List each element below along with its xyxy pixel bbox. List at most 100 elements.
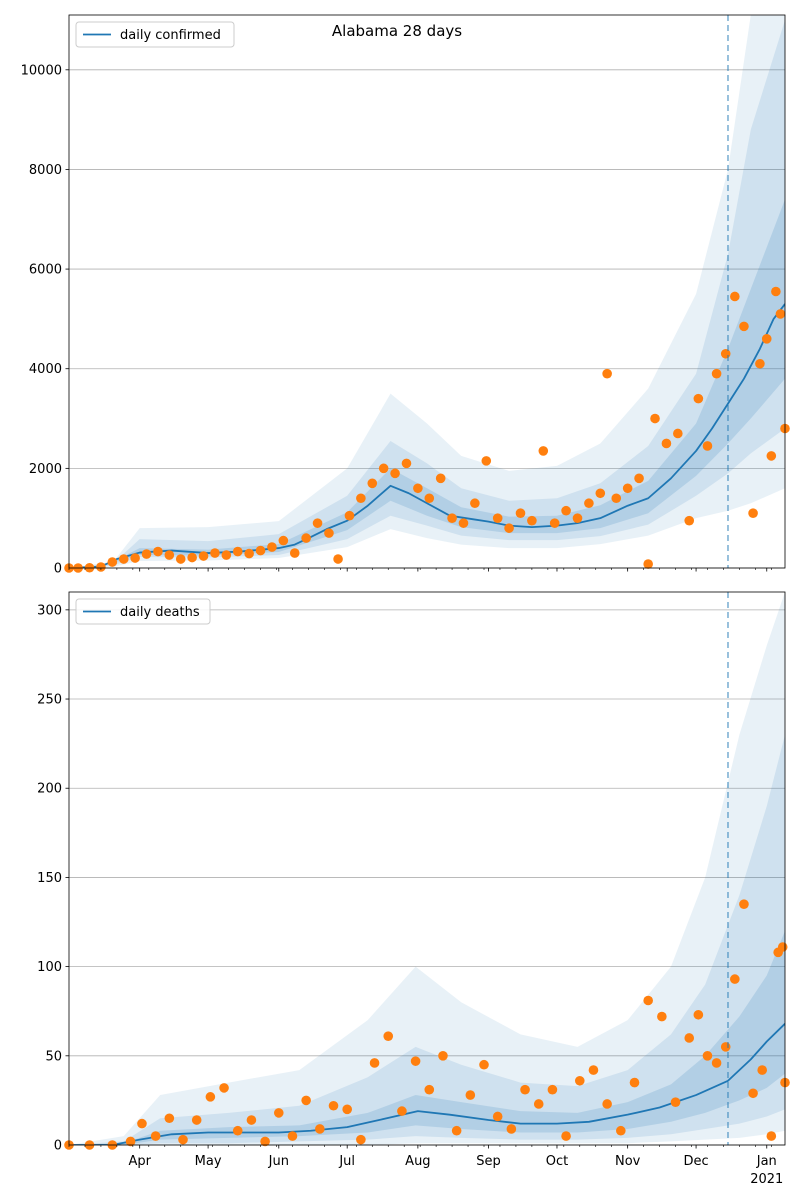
observed-point [574, 1075, 585, 1086]
observed-point [481, 456, 492, 466]
observed-point [153, 546, 163, 557]
observed-point [164, 1113, 175, 1124]
observed-point [629, 1077, 640, 1088]
observed-point [547, 1084, 558, 1095]
observed-point [390, 468, 400, 479]
observed-point [458, 518, 469, 528]
observed-point [221, 550, 232, 560]
observed-point [378, 463, 389, 474]
observed-point [506, 1124, 517, 1134]
observed-point [424, 493, 435, 504]
axes-frame [68, 591, 786, 1146]
observed-point [125, 1136, 136, 1147]
x-tick-label: Dec [683, 1154, 708, 1169]
observed-point [588, 1065, 599, 1075]
observed-point [312, 518, 323, 528]
observed-point [616, 1125, 626, 1136]
median-line [69, 1023, 785, 1145]
observed-point [492, 1111, 503, 1122]
observed-point [164, 550, 175, 560]
y-tick-label: 50 [45, 1049, 62, 1064]
observed-point [470, 498, 480, 509]
observed-point [246, 1115, 257, 1125]
observed-point [755, 358, 765, 369]
observed-point [424, 1084, 435, 1095]
y-tick-label: 150 [37, 871, 62, 886]
observed-point [684, 515, 695, 526]
x-tick-label: Jun [268, 1154, 289, 1169]
observed-point [775, 309, 786, 319]
observed-point [702, 1051, 713, 1061]
observed-point [383, 1031, 394, 1041]
observed-point [739, 321, 749, 332]
observed-point [410, 1056, 421, 1066]
observed-point [356, 1134, 366, 1145]
x-tick-label: Jul [338, 1154, 355, 1169]
observed-point [356, 493, 366, 504]
observed-point [584, 498, 594, 509]
observed-point [328, 1100, 339, 1111]
observed-point [205, 1092, 216, 1102]
observed-point [730, 974, 740, 984]
observed-point [693, 393, 704, 404]
uncertainty-band-outer [69, 15, 785, 568]
observed-point [324, 528, 334, 538]
observed-point [602, 1099, 612, 1109]
uncertainty-band-inner [69, 930, 785, 1145]
legend-label: daily confirmed [120, 28, 221, 43]
x-tick-label: Aug [405, 1154, 430, 1169]
y-tick-label: 200 [37, 782, 62, 797]
x-tick-sublabel: 2021 [750, 1172, 783, 1187]
y-tick-label: 100 [37, 960, 62, 975]
observed-point [538, 446, 549, 456]
x-tick-label: Nov [615, 1154, 641, 1169]
observed-point [549, 518, 560, 528]
observed-point [315, 1124, 325, 1134]
observed-point [670, 1097, 681, 1107]
plot-area [69, 592, 785, 1145]
chart-title: Alabama 28 days [332, 22, 462, 40]
observed-point [175, 554, 186, 564]
observed-point [711, 1058, 722, 1068]
observed-point [401, 458, 412, 469]
legend-label: daily deaths [120, 605, 200, 620]
observed-point [369, 1058, 380, 1068]
observed-point [397, 1106, 407, 1116]
observed-point [278, 535, 289, 546]
observed-point [191, 1115, 202, 1125]
observed-point [96, 562, 106, 572]
observed-point [219, 1083, 229, 1093]
observed-point [260, 1136, 270, 1147]
observed-point [643, 995, 653, 1006]
observed-point [702, 441, 713, 451]
observed-point [287, 1131, 298, 1141]
observed-point [693, 1009, 704, 1020]
observed-point [150, 1131, 161, 1141]
observed-point [533, 1099, 544, 1109]
observed-point [367, 478, 378, 489]
observed-point [451, 1125, 462, 1136]
observed-point [130, 553, 140, 563]
observed-point [711, 368, 722, 379]
observed-point [561, 1131, 571, 1141]
observed-point [107, 557, 118, 567]
observed-point [720, 1042, 731, 1052]
observed-point [141, 549, 152, 559]
observed-point [595, 488, 606, 499]
observed-point [465, 1090, 476, 1100]
observed-point [515, 508, 526, 518]
observed-point [622, 483, 633, 494]
observed-point [777, 942, 788, 952]
observed-point [492, 513, 503, 523]
legend: daily confirmed [75, 21, 235, 48]
observed-point [643, 559, 653, 569]
observed-point [504, 523, 514, 533]
observed-point [118, 554, 129, 564]
y-tick-label: 2000 [29, 462, 62, 477]
confirmed-panel: 0 2000 4000 6000 8000 10000 Alabama 28 days dai… [21, 14, 790, 577]
observed-point [301, 533, 311, 543]
y-tick-label: 6000 [29, 263, 62, 278]
observed-point [611, 493, 622, 504]
y-tick-label: 250 [37, 693, 62, 708]
